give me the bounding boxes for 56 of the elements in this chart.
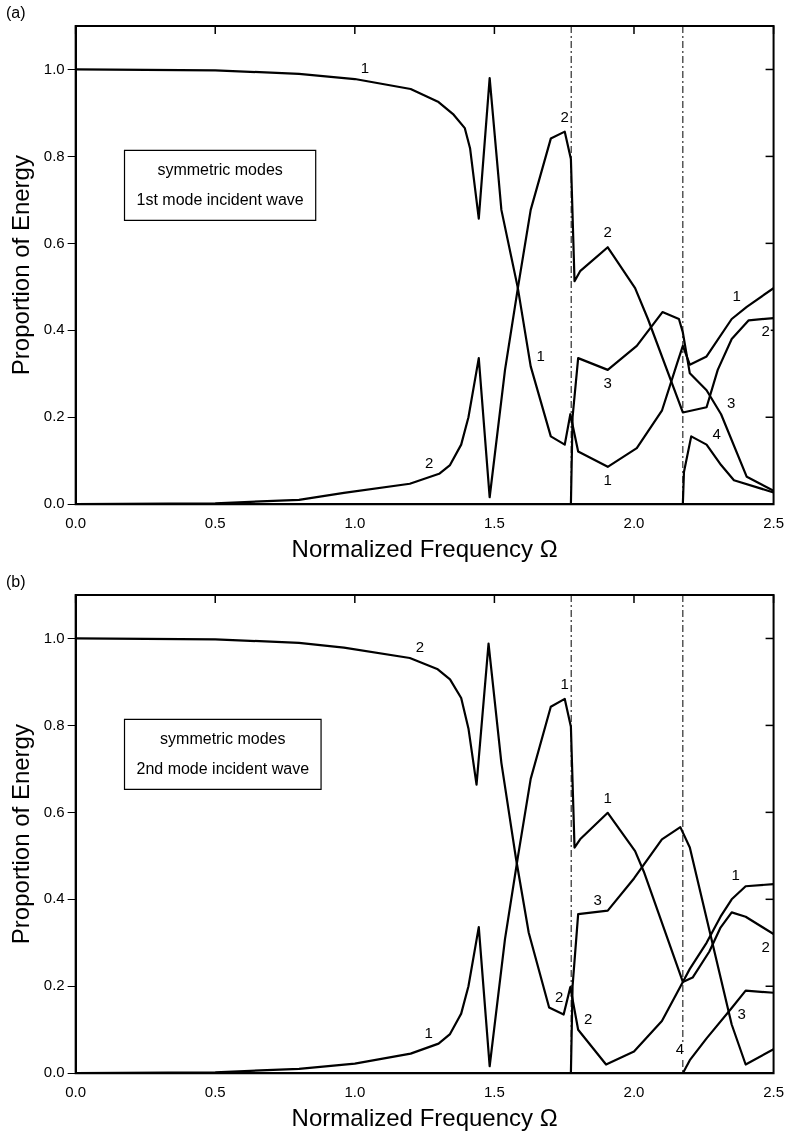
annotation: 2 bbox=[415, 638, 424, 656]
annotation: 1 bbox=[731, 866, 740, 884]
y-tick-label: 0.6 bbox=[43, 233, 65, 251]
x-tick-label: 2.5 bbox=[763, 514, 784, 532]
annotation: 1 bbox=[603, 470, 612, 488]
annotation: 1 bbox=[560, 675, 569, 693]
x-tick-label: 2.5 bbox=[763, 1083, 784, 1101]
y-tick-label: 0.8 bbox=[43, 715, 65, 733]
y-tick-label: 0.0 bbox=[43, 1063, 65, 1081]
annotation: symmetric modes bbox=[157, 160, 283, 178]
x-tick-label: 0.0 bbox=[65, 514, 87, 532]
x-tick-label: 0.0 bbox=[65, 1083, 87, 1101]
chart-title: (a) bbox=[6, 4, 26, 22]
annotation: 2 bbox=[583, 1009, 593, 1027]
annotation: 1 bbox=[360, 59, 369, 77]
y-axis-title: Proportion of Energy bbox=[7, 724, 35, 945]
annotation: 2nd mode incident wave bbox=[136, 759, 310, 777]
y-tick-label: 0.8 bbox=[43, 146, 65, 164]
annotation: 2 bbox=[603, 223, 612, 241]
annotation: symmetric modes bbox=[160, 729, 286, 747]
annotation: 1 bbox=[732, 286, 741, 304]
x-tick-label: 2.0 bbox=[623, 1083, 645, 1101]
x-tick-label: 2.0 bbox=[623, 514, 645, 532]
y-tick-label: 0.4 bbox=[43, 320, 65, 338]
annotation: 4 bbox=[675, 1040, 684, 1058]
y-tick-label: 0.6 bbox=[43, 802, 65, 820]
y-tick-label: 1.0 bbox=[43, 59, 65, 77]
x-tick-label: 1.0 bbox=[344, 1083, 366, 1101]
x-tick-label: 1.0 bbox=[344, 514, 366, 532]
annotation: 1 bbox=[603, 788, 612, 806]
annotation: 2 bbox=[560, 107, 569, 125]
annotation: 2 bbox=[761, 938, 770, 956]
x-tick-label: 0.5 bbox=[204, 514, 226, 532]
annotation: 3 bbox=[726, 394, 736, 412]
y-tick-label: 0.2 bbox=[43, 407, 65, 425]
y-tick-label: 0.0 bbox=[43, 494, 65, 512]
x-tick-label: 1.5 bbox=[483, 1083, 505, 1101]
annotation: 3 bbox=[593, 890, 602, 908]
annotation: 3 bbox=[603, 374, 612, 392]
annotation: 2 bbox=[554, 987, 564, 1005]
annotation: 2 bbox=[761, 322, 770, 340]
y-tick-label: 0.2 bbox=[43, 976, 65, 994]
annotation: 3 bbox=[737, 1004, 746, 1022]
chart-title: (b) bbox=[6, 573, 26, 591]
annotation: 1 bbox=[536, 346, 545, 364]
x-tick-label: 0.5 bbox=[204, 1083, 226, 1101]
annotation: 2 bbox=[424, 453, 434, 471]
y-tick-label: 0.4 bbox=[43, 889, 65, 907]
annotation: 1 bbox=[424, 1023, 433, 1041]
annotation: 1st mode incident wave bbox=[136, 190, 304, 208]
y-axis-title: Proportion of Energy bbox=[7, 155, 35, 376]
x-axis-title: Normalized Frequency Ω bbox=[291, 535, 558, 563]
x-axis-title: Normalized Frequency Ω bbox=[291, 1104, 558, 1132]
x-tick-label: 1.5 bbox=[483, 514, 505, 532]
y-tick-label: 1.0 bbox=[43, 628, 65, 646]
annotation: 4 bbox=[712, 424, 721, 442]
